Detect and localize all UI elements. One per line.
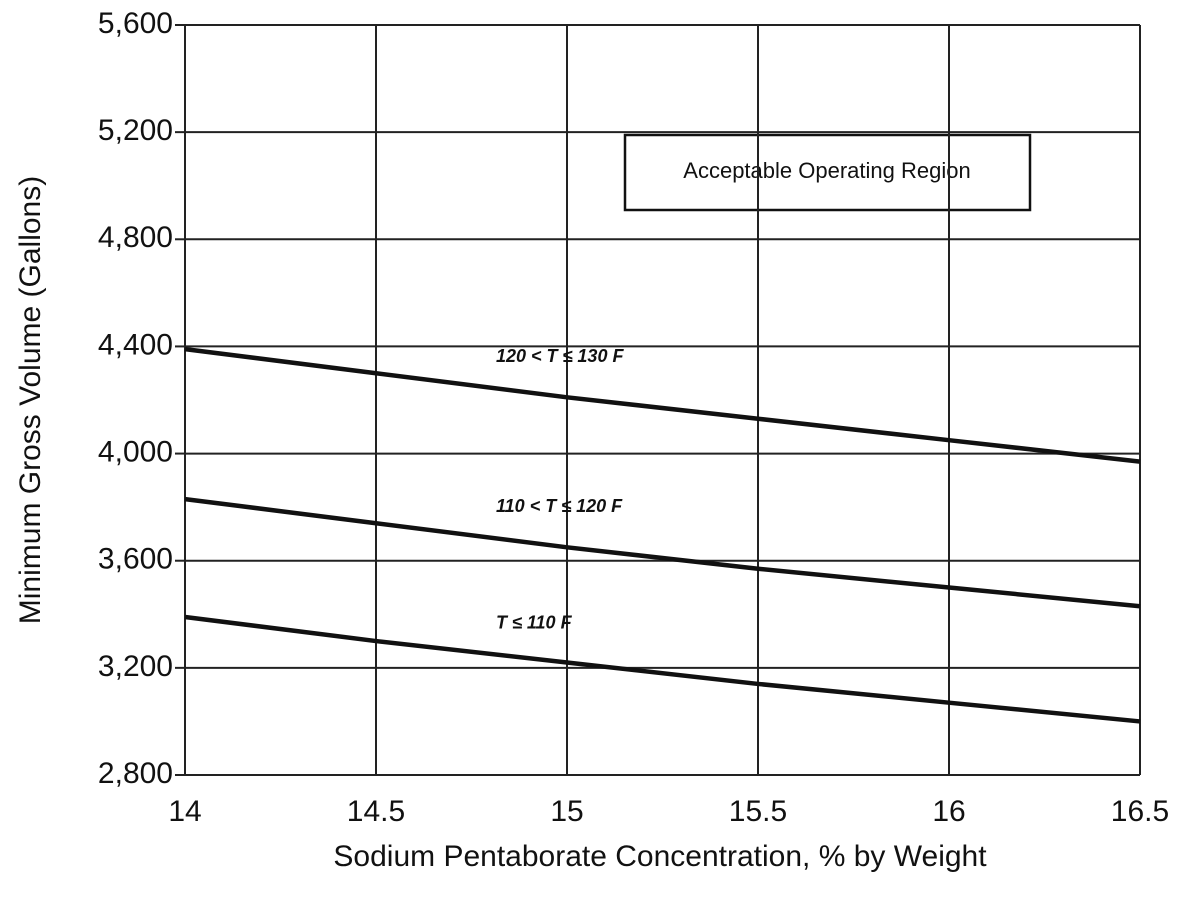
series-line [184,496,1141,609]
y-tick-label: 5,600 [98,7,173,40]
y-tick-label: 4,400 [98,328,173,361]
x-tick-label: 15 [550,795,583,828]
x-tick-label: 16.5 [1111,795,1169,828]
series-line [184,614,1141,724]
x-tick-label: 14 [168,795,201,828]
y-tick-label: 2,800 [98,757,173,790]
x-axis-label: Sodium Pentaborate Concentration, % by W… [333,840,987,873]
y-tick-label: 4,000 [98,435,173,468]
x-tick-label: 15.5 [729,795,787,828]
annotation: Acceptable Operating Region [683,158,970,183]
x-tick-label: 14.5 [347,795,405,828]
series-label: T ≤ 110 F [496,613,573,633]
series-line [184,346,1141,464]
annotation-box [623,133,1032,212]
y-axis-label: Minimum Gross Volume (Gallons) [14,176,47,624]
x-tick-label: 16 [932,795,965,828]
series-label: 120 < T ≤ 130 F [496,346,624,366]
y-tick-label: 3,200 [98,650,173,683]
y-tick-label: 5,200 [98,114,173,147]
y-tick-label: 3,600 [98,543,173,576]
y-tick-label: 4,800 [98,221,173,254]
series-label: 110 < T ≤ 120 F [496,496,623,516]
